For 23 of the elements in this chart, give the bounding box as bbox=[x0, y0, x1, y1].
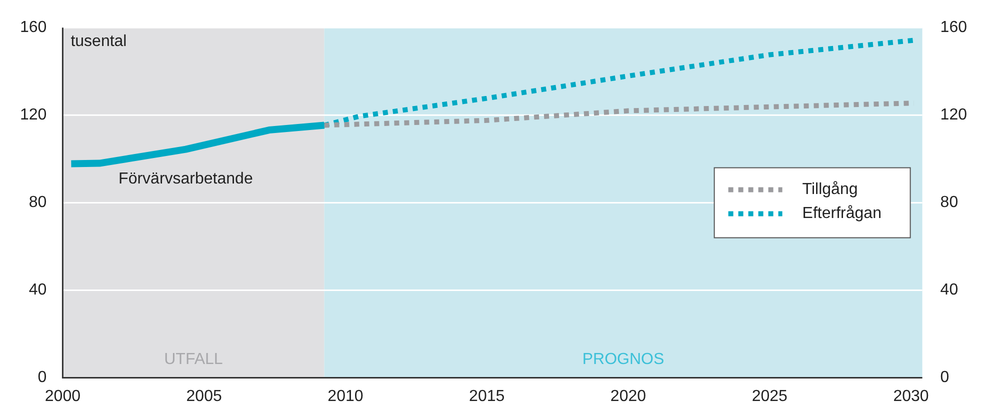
y2-tick-label: 80 bbox=[940, 194, 958, 212]
x-tick-label: 2015 bbox=[469, 388, 505, 405]
legend-label: Efterfrågan bbox=[802, 205, 882, 222]
y-tick-label: 40 bbox=[28, 282, 47, 299]
y2-tick-label: 0 bbox=[940, 369, 950, 386]
y-axis-title: tusental bbox=[70, 33, 127, 50]
x-tick-label: 2025 bbox=[752, 388, 788, 405]
x-tick-label: 2010 bbox=[328, 388, 364, 405]
y2-tick-label: 160 bbox=[940, 19, 968, 36]
x-tick-label: 2000 bbox=[44, 388, 81, 405]
y2-tick-label: 120 bbox=[940, 106, 968, 124]
annotation: Förvärvsarbetande bbox=[118, 170, 253, 188]
legend-label: Tillgång bbox=[802, 181, 858, 198]
band-label: PROGNOS bbox=[582, 351, 664, 368]
band-label: UTFALL bbox=[164, 351, 223, 368]
x-tick-label: 2030 bbox=[893, 388, 929, 405]
y-tick-label: 80 bbox=[28, 194, 47, 212]
y-tick-label: 160 bbox=[20, 19, 47, 36]
x-tick-label: 2020 bbox=[610, 388, 646, 405]
y-tick-label: 0 bbox=[38, 369, 47, 386]
x-tick-label: 2005 bbox=[186, 388, 222, 405]
y-tick-label: 120 bbox=[20, 106, 47, 124]
y2-tick-label: 40 bbox=[940, 282, 958, 299]
